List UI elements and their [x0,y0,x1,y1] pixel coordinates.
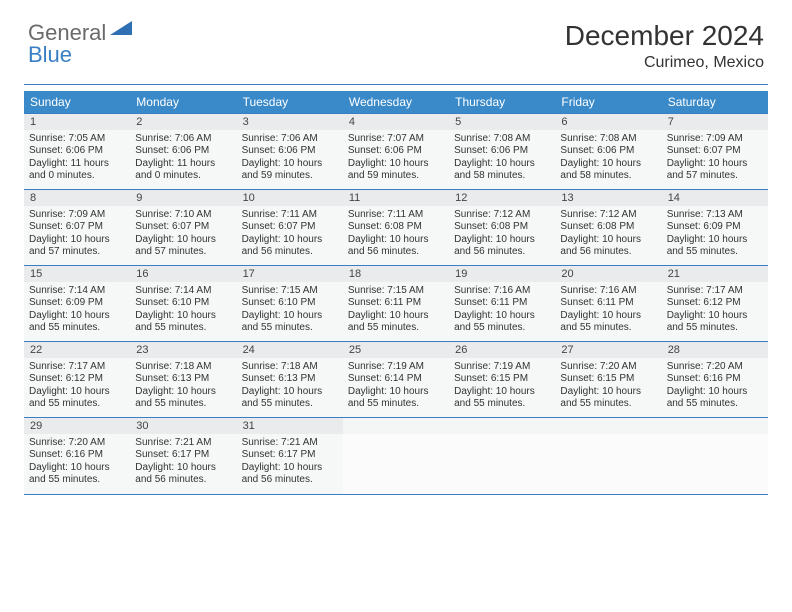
empty-cell [449,434,555,494]
day-cell: Sunrise: 7:05 AMSunset: 6:06 PMDaylight:… [24,130,130,190]
day-cell: Sunrise: 7:18 AMSunset: 6:13 PMDaylight:… [130,358,236,418]
empty-cell [343,434,449,494]
day-cell: Sunrise: 7:06 AMSunset: 6:06 PMDaylight:… [237,130,343,190]
day-number-cell: 4 [343,114,449,130]
day-cell: Sunrise: 7:13 AMSunset: 6:09 PMDaylight:… [662,206,768,266]
day-number-cell: 26 [449,342,555,358]
bottom-divider [24,494,768,495]
day-cell: Sunrise: 7:18 AMSunset: 6:13 PMDaylight:… [237,358,343,418]
weekday-header-row: Sunday Monday Tuesday Wednesday Thursday… [24,91,768,114]
day-cell: Sunrise: 7:15 AMSunset: 6:10 PMDaylight:… [237,282,343,342]
day-cell: Sunrise: 7:08 AMSunset: 6:06 PMDaylight:… [555,130,661,190]
location-label: Curimeo, Mexico [565,54,764,72]
day-content-row: Sunrise: 7:20 AMSunset: 6:16 PMDaylight:… [24,434,768,494]
weekday-header: Wednesday [343,91,449,114]
day-cell: Sunrise: 7:11 AMSunset: 6:08 PMDaylight:… [343,206,449,266]
weekday-header: Tuesday [237,91,343,114]
day-number-cell: 25 [343,342,449,358]
day-number-cell: 3 [237,114,343,130]
day-content-row: Sunrise: 7:05 AMSunset: 6:06 PMDaylight:… [24,130,768,190]
day-cell: Sunrise: 7:19 AMSunset: 6:15 PMDaylight:… [449,358,555,418]
empty-cell [555,434,661,494]
day-cell: Sunrise: 7:14 AMSunset: 6:09 PMDaylight:… [24,282,130,342]
logo-text-blue: Blue [28,42,72,67]
day-cell: Sunrise: 7:12 AMSunset: 6:08 PMDaylight:… [449,206,555,266]
day-cell: Sunrise: 7:08 AMSunset: 6:06 PMDaylight:… [449,130,555,190]
weekday-header: Saturday [662,91,768,114]
day-cell: Sunrise: 7:09 AMSunset: 6:07 PMDaylight:… [662,130,768,190]
empty-cell [662,434,768,494]
logo-triangle-icon [110,19,132,40]
day-cell: Sunrise: 7:09 AMSunset: 6:07 PMDaylight:… [24,206,130,266]
day-content-row: Sunrise: 7:14 AMSunset: 6:09 PMDaylight:… [24,282,768,342]
day-number-cell: 31 [237,418,343,434]
day-number-cell: 16 [130,266,236,282]
day-cell: Sunrise: 7:17 AMSunset: 6:12 PMDaylight:… [24,358,130,418]
month-title: December 2024 [565,20,764,52]
day-number-row: 15161718192021 [24,266,768,282]
empty-cell [662,418,768,434]
day-number-row: 22232425262728 [24,342,768,358]
day-number-row: 891011121314 [24,190,768,206]
weekday-header: Sunday [24,91,130,114]
day-number-cell: 2 [130,114,236,130]
day-number-cell: 6 [555,114,661,130]
weekday-header: Friday [555,91,661,114]
day-cell: Sunrise: 7:19 AMSunset: 6:14 PMDaylight:… [343,358,449,418]
day-number-cell: 19 [449,266,555,282]
day-number-cell: 21 [662,266,768,282]
day-number-cell: 7 [662,114,768,130]
day-number-cell: 1 [24,114,130,130]
day-number-cell: 29 [24,418,130,434]
day-number-cell: 30 [130,418,236,434]
day-number-cell: 10 [237,190,343,206]
logo-subtext: Blue [28,42,72,68]
day-cell: Sunrise: 7:10 AMSunset: 6:07 PMDaylight:… [130,206,236,266]
day-cell: Sunrise: 7:17 AMSunset: 6:12 PMDaylight:… [662,282,768,342]
day-cell: Sunrise: 7:07 AMSunset: 6:06 PMDaylight:… [343,130,449,190]
day-cell: Sunrise: 7:16 AMSunset: 6:11 PMDaylight:… [449,282,555,342]
day-cell: Sunrise: 7:20 AMSunset: 6:16 PMDaylight:… [24,434,130,494]
empty-cell [555,418,661,434]
calendar-body: 1234567Sunrise: 7:05 AMSunset: 6:06 PMDa… [24,114,768,494]
day-cell: Sunrise: 7:16 AMSunset: 6:11 PMDaylight:… [555,282,661,342]
day-number-cell: 22 [24,342,130,358]
day-cell: Sunrise: 7:15 AMSunset: 6:11 PMDaylight:… [343,282,449,342]
day-number-cell: 23 [130,342,236,358]
day-number-cell: 20 [555,266,661,282]
day-content-row: Sunrise: 7:17 AMSunset: 6:12 PMDaylight:… [24,358,768,418]
empty-cell [343,418,449,434]
day-number-cell: 14 [662,190,768,206]
day-number-row: 1234567 [24,114,768,130]
day-number-cell: 13 [555,190,661,206]
day-cell: Sunrise: 7:21 AMSunset: 6:17 PMDaylight:… [130,434,236,494]
day-cell: Sunrise: 7:20 AMSunset: 6:15 PMDaylight:… [555,358,661,418]
day-content-row: Sunrise: 7:09 AMSunset: 6:07 PMDaylight:… [24,206,768,266]
weekday-header: Thursday [449,91,555,114]
day-number-cell: 9 [130,190,236,206]
empty-cell [449,418,555,434]
day-number-cell: 24 [237,342,343,358]
weekday-header: Monday [130,91,236,114]
day-number-row: 293031 [24,418,768,434]
day-number-cell: 8 [24,190,130,206]
day-cell: Sunrise: 7:06 AMSunset: 6:06 PMDaylight:… [130,130,236,190]
day-number-cell: 5 [449,114,555,130]
title-block: December 2024 Curimeo, Mexico [565,20,764,72]
day-number-cell: 28 [662,342,768,358]
day-number-cell: 18 [343,266,449,282]
day-cell: Sunrise: 7:21 AMSunset: 6:17 PMDaylight:… [237,434,343,494]
day-number-cell: 27 [555,342,661,358]
day-number-cell: 12 [449,190,555,206]
day-number-cell: 11 [343,190,449,206]
day-cell: Sunrise: 7:20 AMSunset: 6:16 PMDaylight:… [662,358,768,418]
day-number-cell: 15 [24,266,130,282]
day-number-cell: 17 [237,266,343,282]
page-header: General December 2024 Curimeo, Mexico [0,0,792,80]
day-cell: Sunrise: 7:14 AMSunset: 6:10 PMDaylight:… [130,282,236,342]
calendar-table: Sunday Monday Tuesday Wednesday Thursday… [24,91,768,494]
day-cell: Sunrise: 7:12 AMSunset: 6:08 PMDaylight:… [555,206,661,266]
header-divider [24,84,768,85]
day-cell: Sunrise: 7:11 AMSunset: 6:07 PMDaylight:… [237,206,343,266]
